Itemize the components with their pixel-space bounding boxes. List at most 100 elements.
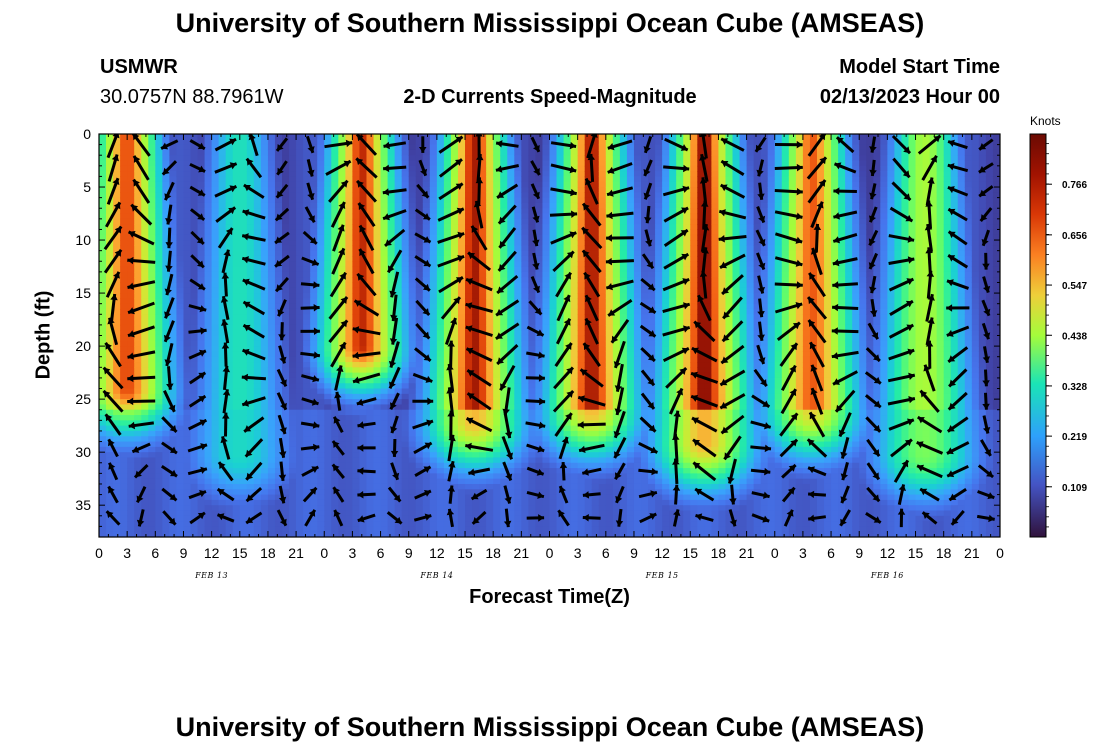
heat-cell xyxy=(479,250,487,257)
heat-cell xyxy=(239,399,248,406)
heat-cell xyxy=(267,425,276,432)
heat-cell xyxy=(232,303,241,310)
heat-cell xyxy=(514,425,522,432)
heat-cell xyxy=(535,298,544,305)
heat-cell xyxy=(521,346,529,353)
heat-cell xyxy=(134,505,142,512)
heat-cell xyxy=(359,452,368,459)
heat-cell xyxy=(134,245,142,252)
heat-cell xyxy=(535,149,544,156)
heat-cell xyxy=(113,330,121,337)
heat-cell xyxy=(331,255,339,262)
heat-cell xyxy=(380,176,389,183)
heat-cell xyxy=(120,521,128,527)
heat-cell xyxy=(345,351,354,358)
heat-cell xyxy=(359,505,368,512)
heat-cell xyxy=(479,372,487,379)
heat-cell xyxy=(134,441,142,448)
heat-cell xyxy=(366,531,375,537)
heat-cell xyxy=(267,319,276,326)
heat-cell xyxy=(373,521,382,527)
heat-cell xyxy=(211,489,220,496)
heat-cell xyxy=(394,171,403,178)
heat-cell xyxy=(324,139,332,146)
heat-cell xyxy=(380,430,389,437)
heat-cell xyxy=(169,282,178,289)
heat-cell xyxy=(267,372,276,379)
heat-cell xyxy=(232,181,241,188)
heat-cell xyxy=(436,393,445,400)
heat-cell xyxy=(542,436,551,443)
heat-cell xyxy=(521,271,529,278)
heat-cell xyxy=(155,446,163,453)
heat-cell xyxy=(556,330,565,337)
heat-cell xyxy=(528,271,537,278)
heat-cell xyxy=(514,149,522,156)
heat-cell xyxy=(500,526,508,533)
heat-cell xyxy=(514,192,522,199)
heat-cell xyxy=(289,144,297,151)
heat-cell xyxy=(436,420,445,427)
heat-cell xyxy=(493,250,501,257)
heat-cell xyxy=(373,462,382,469)
heat-cell xyxy=(542,494,551,501)
heat-cell xyxy=(493,261,501,268)
heat-cell xyxy=(296,319,304,326)
heat-cell xyxy=(556,240,565,246)
heat-cell xyxy=(542,510,551,517)
heat-cell xyxy=(373,499,382,506)
heat-cell xyxy=(521,521,529,527)
heat-cell xyxy=(183,287,192,294)
heat-cell xyxy=(542,287,551,294)
heat-cell xyxy=(380,415,389,421)
heat-cell xyxy=(493,176,501,183)
heat-cell xyxy=(500,393,508,400)
heat-cell xyxy=(472,436,480,443)
heat-cell xyxy=(211,473,220,480)
heat-cell xyxy=(366,319,375,326)
heat-cell xyxy=(359,234,368,241)
heat-cell xyxy=(120,314,128,321)
heat-cell xyxy=(401,218,410,225)
heat-cell xyxy=(542,240,551,246)
heat-cell xyxy=(443,478,452,485)
heat-cell xyxy=(246,404,255,411)
heat-cell xyxy=(429,224,438,231)
heat-cell xyxy=(380,505,389,512)
heat-cell xyxy=(479,314,487,321)
heat-cell xyxy=(436,277,445,284)
heat-cell xyxy=(246,308,255,315)
heat-cell xyxy=(211,229,220,236)
heat-cell xyxy=(317,181,325,188)
heat-cell xyxy=(422,303,431,310)
heat-cell xyxy=(514,303,522,310)
heat-cell xyxy=(162,171,170,178)
heat-cell xyxy=(232,165,241,172)
heat-cell xyxy=(134,489,142,496)
heat-cell xyxy=(218,234,227,241)
heat-cell xyxy=(450,372,459,379)
heat-cell xyxy=(528,224,537,231)
heat-cell xyxy=(493,224,501,231)
heat-cell xyxy=(204,287,213,294)
heat-cell xyxy=(113,208,121,215)
heat-cell xyxy=(436,245,445,252)
heat-cell xyxy=(127,218,135,225)
heat-cell xyxy=(373,208,382,215)
heat-cell xyxy=(486,287,494,294)
heat-cell xyxy=(141,165,149,172)
heat-cell xyxy=(127,521,135,527)
heat-cell xyxy=(507,478,515,485)
heat-cell xyxy=(394,229,403,236)
heat-cell xyxy=(415,505,424,512)
heat-cell xyxy=(99,144,107,151)
heat-cell xyxy=(331,181,339,188)
heat-cell xyxy=(267,208,276,215)
heat-cell xyxy=(127,515,135,522)
heat-cell xyxy=(162,356,170,363)
heat-cell xyxy=(387,457,396,464)
heat-cell xyxy=(507,250,515,257)
heat-cell xyxy=(120,420,128,427)
heat-cell xyxy=(197,340,206,347)
heat-cell xyxy=(120,478,128,485)
